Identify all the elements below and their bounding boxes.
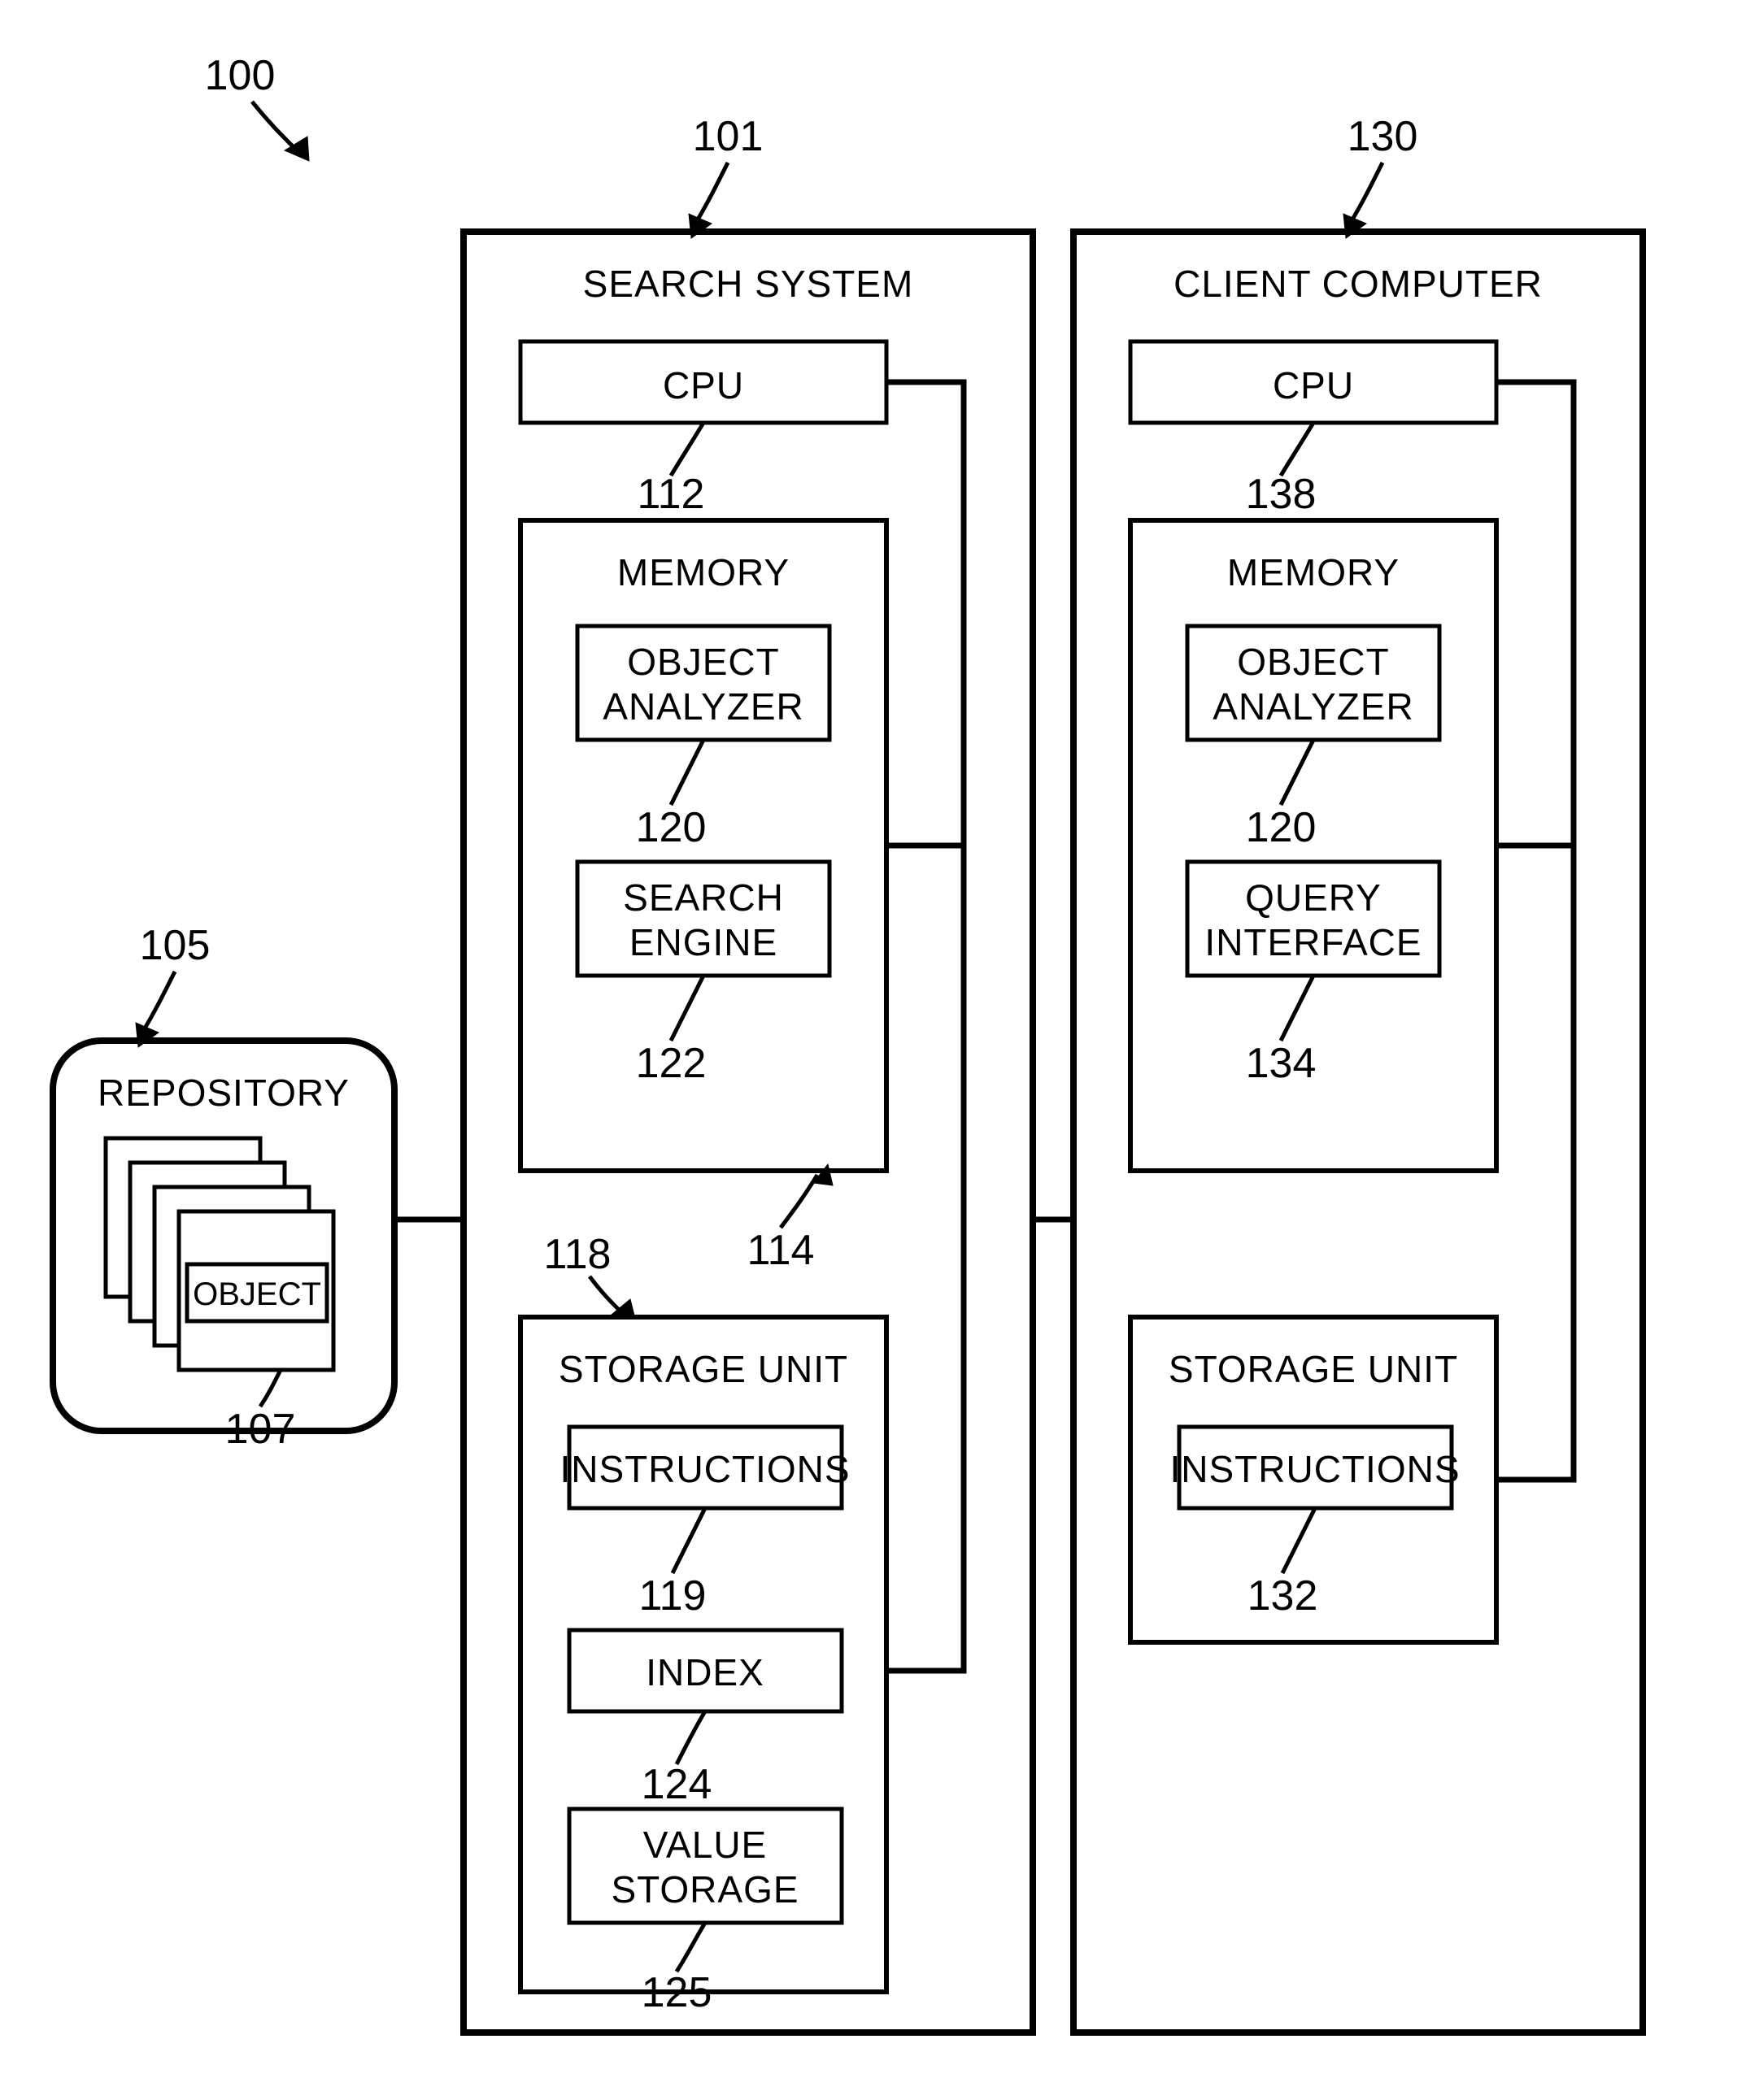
ss-object-analyzer-l1: OBJECT: [627, 641, 779, 683]
search-system-title: SEARCH SYSTEM: [583, 263, 914, 305]
cc-object-analyzer-box: OBJECT ANALYZER: [1187, 626, 1439, 740]
ss-memory-group: MEMORY OBJECT ANALYZER 120 SEARCH ENGINE…: [520, 520, 886, 1171]
client-computer-container: CLIENT COMPUTER CPU 138 MEMORY OBJECT AN…: [1073, 232, 1643, 2033]
cc-query-interface-l2: INTERFACE: [1204, 921, 1422, 963]
ss-index-box: INDEX: [569, 1630, 842, 1711]
ref-114: 114: [747, 1227, 815, 1274]
ref-122: 122: [636, 1040, 707, 1087]
ss-object-analyzer-l2: ANALYZER: [603, 685, 803, 728]
ref-130: 130: [1348, 113, 1418, 160]
ss-value-storage-l2: STORAGE: [611, 1868, 799, 1911]
cc-cpu-label: CPU: [1273, 364, 1354, 407]
client-computer-title: CLIENT COMPUTER: [1173, 263, 1543, 305]
ss-storage-group: STORAGE UNIT INSTRUCTIONS 119 INDEX 124 …: [520, 1317, 886, 2016]
cc-instructions-box: INSTRUCTIONS: [1170, 1427, 1461, 1508]
ss-object-analyzer-box: OBJECT ANALYZER: [577, 626, 829, 740]
ss-search-engine-l2: ENGINE: [629, 921, 777, 963]
cc-object-analyzer-l1: OBJECT: [1237, 641, 1389, 683]
ss-search-engine-box: SEARCH ENGINE: [577, 862, 829, 976]
patent-system-diagram: SEARCH SYSTEM CPU 112 MEMORY OBJECT ANAL…: [0, 0, 1746, 2100]
cc-storage-label: STORAGE UNIT: [1169, 1348, 1458, 1390]
ss-value-storage-l1: VALUE: [643, 1824, 767, 1866]
ss-search-engine-l1: SEARCH: [623, 876, 784, 919]
ss-cpu-box: CPU: [520, 341, 886, 423]
cc-object-analyzer-l2: ANALYZER: [1213, 685, 1413, 728]
ref-119: 119: [639, 1572, 707, 1620]
ref-101: 101: [693, 113, 764, 160]
ref-124: 124: [642, 1761, 712, 1808]
ref-120a: 120: [636, 804, 707, 851]
search-system-container: SEARCH SYSTEM CPU 112 MEMORY OBJECT ANAL…: [464, 232, 1033, 2033]
ss-value-storage-box: VALUE STORAGE: [569, 1809, 842, 1923]
cc-query-interface-box: QUERY INTERFACE: [1187, 862, 1439, 976]
ss-memory-label: MEMORY: [617, 551, 790, 593]
cc-memory-group: MEMORY OBJECT ANALYZER 120 QUERY INTERFA…: [1130, 520, 1496, 1171]
ref-112: 112: [638, 471, 705, 518]
ref-120b: 120: [1246, 804, 1317, 851]
ss-instructions-box: INSTRUCTIONS: [560, 1427, 851, 1508]
ref-138: 138: [1246, 471, 1317, 518]
object-label: OBJECT: [193, 1276, 321, 1312]
repository-container: REPOSITORY OBJECT 107: [53, 1041, 394, 1453]
ref-107: 107: [225, 1406, 296, 1453]
ref-132: 132: [1247, 1572, 1318, 1620]
ref-134: 134: [1246, 1040, 1317, 1087]
ref-125: 125: [642, 1969, 712, 2016]
cc-cpu-box: CPU: [1130, 341, 1496, 423]
ss-cpu-label: CPU: [663, 364, 744, 407]
cc-storage-group: STORAGE UNIT INSTRUCTIONS 132: [1130, 1317, 1496, 1642]
ref-100: 100: [205, 52, 276, 99]
ss-storage-label: STORAGE UNIT: [559, 1348, 848, 1390]
ss-index-label: INDEX: [646, 1651, 764, 1693]
cc-memory-label: MEMORY: [1227, 551, 1400, 593]
cc-query-interface-l1: QUERY: [1245, 876, 1382, 919]
repository-label: REPOSITORY: [98, 1072, 350, 1114]
ref-105: 105: [140, 922, 211, 969]
ss-instructions-label: INSTRUCTIONS: [560, 1448, 851, 1490]
cc-instructions-label: INSTRUCTIONS: [1170, 1448, 1461, 1490]
ref-118: 118: [544, 1231, 612, 1278]
